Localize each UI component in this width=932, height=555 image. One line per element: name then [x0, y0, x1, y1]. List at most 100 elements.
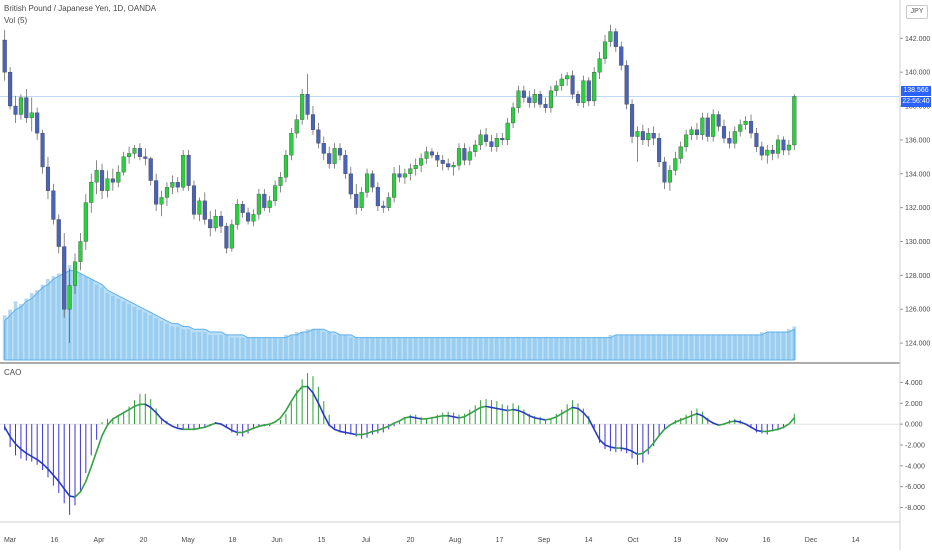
cao-signal-segment [712, 422, 720, 426]
candle-body [657, 138, 662, 163]
cao-signal-segment [544, 418, 552, 421]
price-pane [0, 24, 900, 344]
time-tick-label: 15 [318, 537, 326, 544]
candle-body [386, 197, 391, 208]
cao-signal-segment [290, 392, 298, 402]
candle-body [711, 114, 716, 137]
candle-body [343, 154, 348, 174]
candle-body [581, 80, 586, 103]
cao-indicator-label[interactable]: CAO [4, 368, 22, 377]
candle-body [310, 114, 316, 130]
cao-signal-segment [57, 480, 65, 490]
candle-body [716, 114, 721, 127]
cao-signal-segment [425, 417, 433, 420]
candle-body [208, 219, 213, 229]
candle-body [316, 129, 321, 144]
cao-signal-segment [166, 422, 174, 427]
candle-body [435, 154, 440, 161]
price-tick-label: 130.000 [905, 239, 930, 246]
cao-signal-segment [149, 406, 157, 414]
cao-signal-segment [696, 412, 704, 417]
cao-signal-segment [560, 409, 568, 415]
cao-signal-segment [74, 491, 82, 498]
cao-signal-segment [25, 452, 33, 458]
candle-body [602, 41, 608, 59]
candle-body [635, 131, 640, 137]
candle-body [473, 144, 478, 152]
candle-body [13, 105, 18, 115]
candle-body [8, 72, 13, 107]
cao-signal-segment [788, 417, 796, 425]
cao-signal-segment [690, 412, 698, 417]
candle-body [24, 97, 29, 119]
cao-signal-segment [252, 425, 260, 430]
candle-body [586, 80, 591, 102]
cao-signal-segment [171, 425, 179, 430]
candle-body [283, 154, 288, 178]
cao-signal-segment [112, 414, 120, 420]
cao-signal-segment [777, 426, 785, 431]
cao-signal-segment [95, 434, 103, 453]
cao-signal-segment [550, 416, 558, 420]
cao-signal-segment [9, 435, 17, 445]
candle-body [673, 158, 678, 171]
candle-body [543, 104, 548, 108]
cao-signal-segment [571, 406, 579, 410]
cao-signal-segment [501, 408, 509, 412]
cao-signal-segment [658, 428, 666, 437]
candle-body [705, 117, 710, 137]
currency-button[interactable]: JPY [906, 5, 928, 19]
cao-signal-segment [593, 428, 601, 441]
candle-body [181, 154, 186, 188]
price-tick-label: 126.000 [905, 307, 930, 314]
cao-signal-segment [566, 406, 574, 412]
candle-body [35, 112, 40, 134]
candle-body [213, 215, 218, 229]
candle-body [116, 171, 121, 183]
candle-body [429, 151, 434, 156]
time-tick-label: Jul [362, 537, 371, 544]
cao-signal-segment [398, 417, 406, 422]
cao-signal-segment [631, 450, 639, 456]
candle-body [575, 94, 581, 103]
cao-signal-segment [285, 400, 293, 412]
cao-signal-segment [674, 419, 682, 423]
time-tick-label: Nov [716, 537, 729, 544]
candle-body [770, 149, 775, 154]
candle-body [154, 180, 159, 205]
cao-signal-segment [144, 403, 152, 409]
cao-tick-label: -6.000 [905, 484, 925, 491]
candle-body [630, 104, 635, 137]
candle-body [500, 138, 505, 141]
cao-signal-segment [744, 423, 752, 429]
candle-body [348, 173, 353, 195]
cao-signal-segment [258, 424, 266, 427]
candle-body [478, 134, 483, 146]
cao-signal-segment [101, 424, 109, 437]
candle-body [624, 65, 629, 105]
cao-signal-segment [782, 423, 790, 429]
candle-body [532, 94, 537, 103]
volume-indicator-label[interactable]: Vol (5) [4, 16, 28, 25]
cao-signal-segment [533, 417, 541, 420]
candle-body [646, 132, 651, 141]
cao-signal-segment [404, 416, 412, 419]
cao-signal-segment [447, 414, 455, 418]
candle-body [278, 176, 283, 186]
cao-tick-label: -2.000 [905, 442, 925, 449]
cao-signal-segment [609, 446, 617, 449]
candle-body [592, 72, 597, 102]
candle-body [511, 107, 516, 124]
candle-body [354, 193, 359, 208]
candle-body [467, 151, 472, 161]
price-tick-label: 142.000 [905, 36, 930, 43]
candle-body [700, 117, 705, 135]
cao-tick-label: -4.000 [905, 463, 925, 470]
candle-body [251, 214, 256, 222]
candle-body [143, 156, 148, 159]
candle-body [489, 141, 494, 147]
time-tick-label: 18 [229, 537, 237, 544]
cao-signal-segment [506, 408, 514, 412]
cao-signal-segment [106, 418, 114, 426]
